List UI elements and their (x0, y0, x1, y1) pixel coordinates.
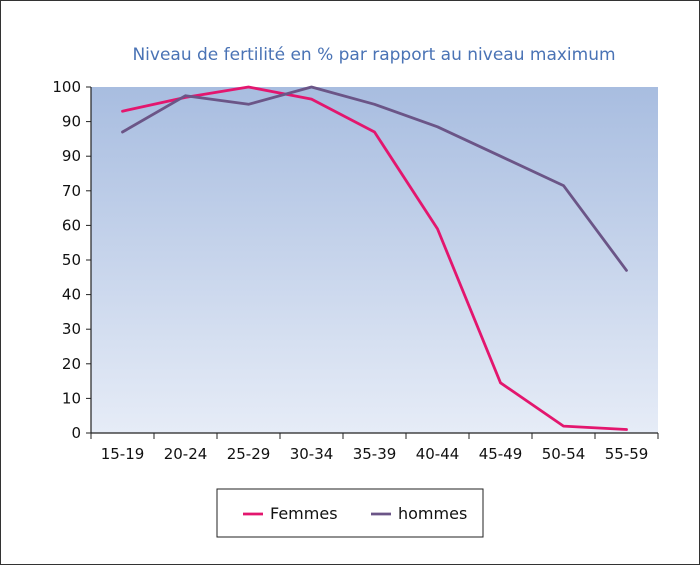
y-tick-label: 0 (71, 424, 81, 442)
x-axis: 15-19 20-24 25-29 30-34 35-39 40-44 45-49 50-54… (90, 433, 659, 463)
x-tick-label: 20-24 (164, 445, 208, 463)
y-tick-label: 20 (62, 355, 81, 373)
y-tick-label: 40 (62, 286, 81, 304)
y-tick-label: 10 (62, 389, 81, 407)
series-line-hommes (121, 85, 628, 272)
legend-label: hommes (398, 504, 467, 523)
y-tick-label: 70 (62, 182, 81, 200)
legend-label: Femmes (270, 504, 338, 523)
x-tick-label: 40-44 (416, 445, 460, 463)
chart-title: Niveau de fertilité en % par rapport au … (132, 45, 615, 65)
series-layer (121, 85, 628, 431)
y-tick-label: 60 (62, 216, 81, 234)
y-tick-label: 50 (62, 251, 81, 269)
y-tick-label: 90 (62, 113, 81, 131)
x-tick-label: 55-59 (605, 445, 649, 463)
x-tick-label: 25-29 (227, 445, 271, 463)
x-tick-label: 45-49 (479, 445, 523, 463)
x-tick-label: 15-19 (101, 445, 145, 463)
legend: Femmes hommes (216, 488, 484, 538)
y-tick-label: 100 (52, 78, 81, 96)
x-tick-label: 35-39 (353, 445, 397, 463)
x-tick-label: 50-54 (542, 445, 586, 463)
y-tick-label: 30 (62, 320, 81, 338)
series-line-femmes (121, 85, 628, 431)
x-tick-label: 30-34 (290, 445, 334, 463)
y-tick-label: 90 (62, 147, 81, 165)
plot-area (91, 87, 658, 433)
y-axis: 0 10 20 30 40 50 60 70 90 90 100 (52, 78, 91, 442)
